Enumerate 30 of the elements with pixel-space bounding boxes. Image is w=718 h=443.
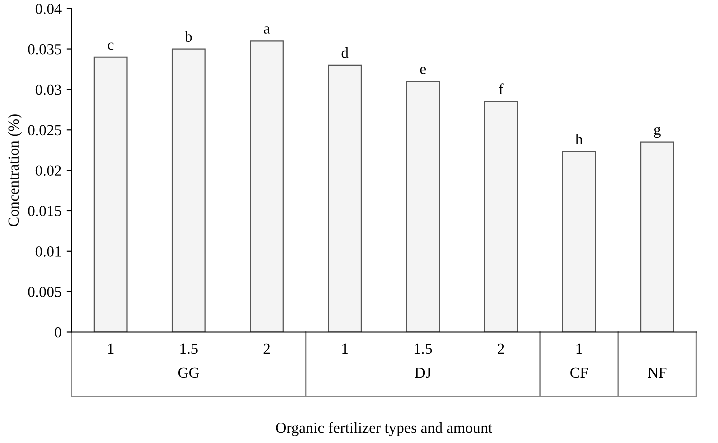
y-tick-label: 0.01	[36, 246, 62, 257]
x-tick-label: 2	[498, 344, 504, 354]
y-tick-label: 0.025	[28, 125, 62, 136]
text: DJ	[415, 368, 432, 378]
y-tick-label: 0.035	[28, 44, 62, 55]
y-tick-label: 0	[55, 327, 62, 338]
text: GG	[178, 368, 200, 378]
data-label: b	[185, 31, 192, 42]
data-label: g	[654, 126, 661, 138]
x-tick-label: 1	[576, 344, 582, 354]
y-tick-label: 0.03	[36, 84, 62, 96]
data-label: c	[108, 42, 114, 50]
y-axis-title: Concentration (%)	[8, 114, 22, 227]
x-axis-title: Organic fertilizer types and amount	[276, 422, 493, 436]
x-tick-label: 1.5	[414, 344, 432, 354]
y-tick-label: 0.02	[36, 166, 62, 176]
y-tick-label: 0.005	[28, 286, 62, 298]
data-label: h	[576, 134, 583, 145]
x-tick-label: 2	[264, 344, 270, 354]
data-label: f	[499, 84, 504, 94]
data-label: d	[342, 47, 349, 58]
y-tick-label: 0.015	[28, 206, 62, 216]
x-tick-label: 1.5	[180, 344, 198, 354]
data-label: a	[264, 26, 270, 34]
text: CF	[570, 368, 588, 378]
x-tick-label: 1	[108, 344, 114, 354]
text: NF	[648, 368, 667, 378]
y-tick-label: 0.04	[36, 4, 62, 14]
data-label: e	[420, 67, 426, 74]
x-tick-label: 1	[342, 344, 348, 354]
